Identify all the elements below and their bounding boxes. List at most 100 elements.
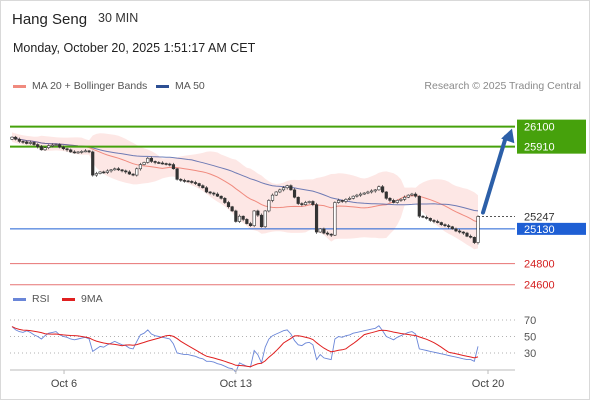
candle (417, 195, 421, 217)
candle (193, 182, 198, 184)
candle (307, 201, 311, 203)
candle (351, 195, 355, 199)
candle (21, 141, 25, 143)
candle (274, 191, 278, 196)
candle (252, 210, 256, 227)
candle (164, 163, 168, 165)
candle (47, 145, 51, 149)
candle (182, 180, 187, 182)
candle (36, 144, 40, 147)
ma20-line (11, 136, 479, 223)
rsi-level-label-70: 70 (524, 315, 536, 327)
candle (39, 146, 43, 151)
candle (87, 150, 91, 153)
candle (314, 204, 319, 233)
ma50-swatch (156, 84, 169, 88)
candle (14, 136, 18, 140)
candle (219, 195, 223, 199)
candle (285, 185, 289, 189)
candle (388, 197, 392, 201)
candle (65, 148, 69, 151)
candle (237, 215, 242, 222)
ma20-legend-label: MA 20 + Bollinger Bands (32, 80, 148, 92)
candle (241, 215, 245, 220)
candle (300, 203, 304, 205)
candle (186, 180, 190, 183)
candle (149, 157, 154, 162)
candle (226, 202, 231, 208)
ma20-swatch (13, 84, 26, 88)
candle (131, 173, 135, 176)
forecast-arrow-head (501, 128, 515, 144)
candle (138, 164, 143, 170)
level-label-25247: 25247 (524, 212, 555, 224)
candle (318, 228, 322, 233)
candle (28, 142, 32, 144)
candle (124, 170, 128, 173)
bollinger-bands-layer (12, 132, 478, 250)
legend-ma20: MA 20 + Bollinger Bands (13, 80, 147, 92)
candle (414, 193, 418, 197)
candle (439, 222, 443, 225)
candle (362, 192, 366, 195)
candle (267, 200, 271, 212)
candle (289, 185, 293, 191)
ma50-legend-label: MA 50 (175, 80, 205, 92)
level-label-24600: 24600 (524, 280, 555, 292)
candle (403, 196, 407, 200)
candle (135, 168, 139, 176)
candle (270, 194, 275, 201)
legend-ma50: MA 50 (156, 80, 205, 92)
candle (94, 173, 98, 176)
candle (336, 200, 341, 203)
x-axis: Oct 6 Oct 13 Oct 20 (10, 369, 515, 390)
candle (476, 216, 480, 243)
candle (259, 214, 264, 228)
x-tick-label-0: Oct 6 (51, 378, 77, 390)
resistance-label-block (517, 119, 586, 154)
candle (340, 200, 344, 202)
candle (278, 189, 282, 193)
candle (469, 235, 473, 238)
candle (102, 171, 106, 174)
candle (311, 201, 315, 205)
candle (175, 168, 179, 180)
candle (281, 187, 286, 191)
candle (384, 191, 388, 199)
level-label-top-25910: 25910 (524, 142, 555, 154)
candle (234, 210, 238, 222)
candle (201, 185, 205, 189)
candle (171, 164, 176, 170)
datetime-label: Monday, October 20, 2025 1:51:17 AM CET (13, 41, 256, 55)
candle (160, 162, 165, 165)
candle (355, 194, 359, 197)
candle (329, 233, 333, 236)
candle (333, 202, 337, 236)
candles-layer (10, 135, 480, 245)
candle (10, 136, 14, 140)
price-levels-layer (10, 125, 515, 286)
rsi-level-label-30: 30 (524, 348, 536, 360)
candle (113, 168, 117, 171)
candle (366, 191, 370, 194)
candle (410, 193, 414, 196)
rsi-ma-legend-label: 9MA (81, 293, 103, 305)
candle (215, 193, 220, 197)
candle (381, 186, 385, 193)
candle (120, 169, 124, 172)
candle (50, 144, 54, 147)
interval-label[interactable]: 30 MIN (98, 11, 139, 25)
chart-title: Hang Seng (12, 11, 88, 28)
candle (98, 171, 102, 174)
candle (392, 200, 396, 203)
candle (127, 171, 132, 175)
candle (399, 199, 403, 201)
candle (322, 228, 326, 234)
forecast-arrow-layer (481, 128, 515, 215)
candle (256, 210, 260, 216)
price-labels-layer: 2610025910252472513024800246002610025910 (517, 119, 586, 292)
candle (204, 187, 209, 193)
level-box-25247 (517, 210, 586, 223)
candle (395, 200, 399, 203)
